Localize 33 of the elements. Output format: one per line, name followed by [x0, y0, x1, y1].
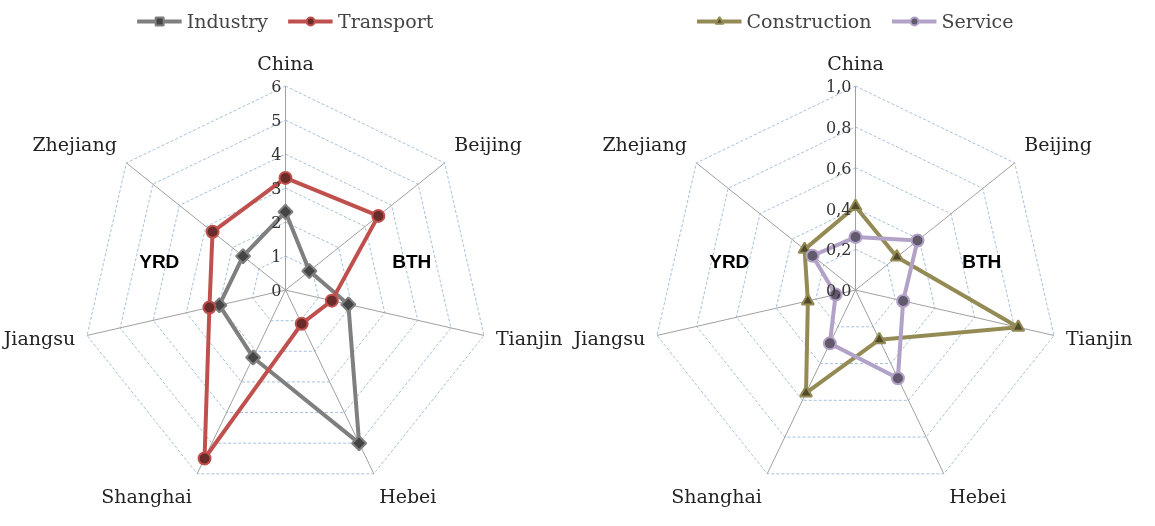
y-tick-label: 1,0 [825, 77, 852, 97]
spoke-label: Tianjin [495, 327, 563, 350]
spoke-label: Jiangsu [1, 327, 76, 350]
spoke-label: Zhejiang [602, 133, 687, 156]
text: BTH [392, 251, 432, 273]
y-tick-label: 0,0 [825, 281, 852, 301]
text: YRD [139, 251, 180, 273]
spoke-label: Zhejiang [32, 133, 117, 156]
y-tick-label: 0 [271, 281, 282, 301]
y-tick-label: 0,2 [825, 240, 852, 260]
y-tick-label: 6 [271, 77, 282, 97]
spoke-label: Tianjin [1065, 327, 1133, 350]
text: YRD [709, 251, 750, 273]
y-tick-label: 5 [271, 111, 282, 131]
legend-label: Construction [746, 10, 872, 32]
spoke-label: Beijing [454, 133, 522, 156]
spoke-label: Hebei [379, 484, 437, 507]
legend-label: Industry [186, 10, 268, 32]
spoke-label: China [257, 51, 314, 74]
spoke-label: Shanghai [671, 484, 762, 507]
y-tick-label: 0,8 [825, 117, 852, 137]
spoke-label: Jiangsu [571, 327, 646, 350]
y-tick-label: 0,6 [825, 158, 852, 178]
legend-label: Transport [337, 10, 434, 32]
spoke-label: China [827, 51, 884, 74]
spoke-label: Hebei [949, 484, 1007, 507]
spoke-label: Beijing [1024, 133, 1092, 156]
legend-label: Service [941, 10, 1014, 32]
y-tick-label: 4 [271, 145, 282, 165]
y-tick-label: 0,4 [825, 199, 852, 219]
spoke-label: Shanghai [101, 484, 192, 507]
text: BTH [962, 251, 1002, 273]
y-tick-label: 1 [271, 247, 282, 267]
